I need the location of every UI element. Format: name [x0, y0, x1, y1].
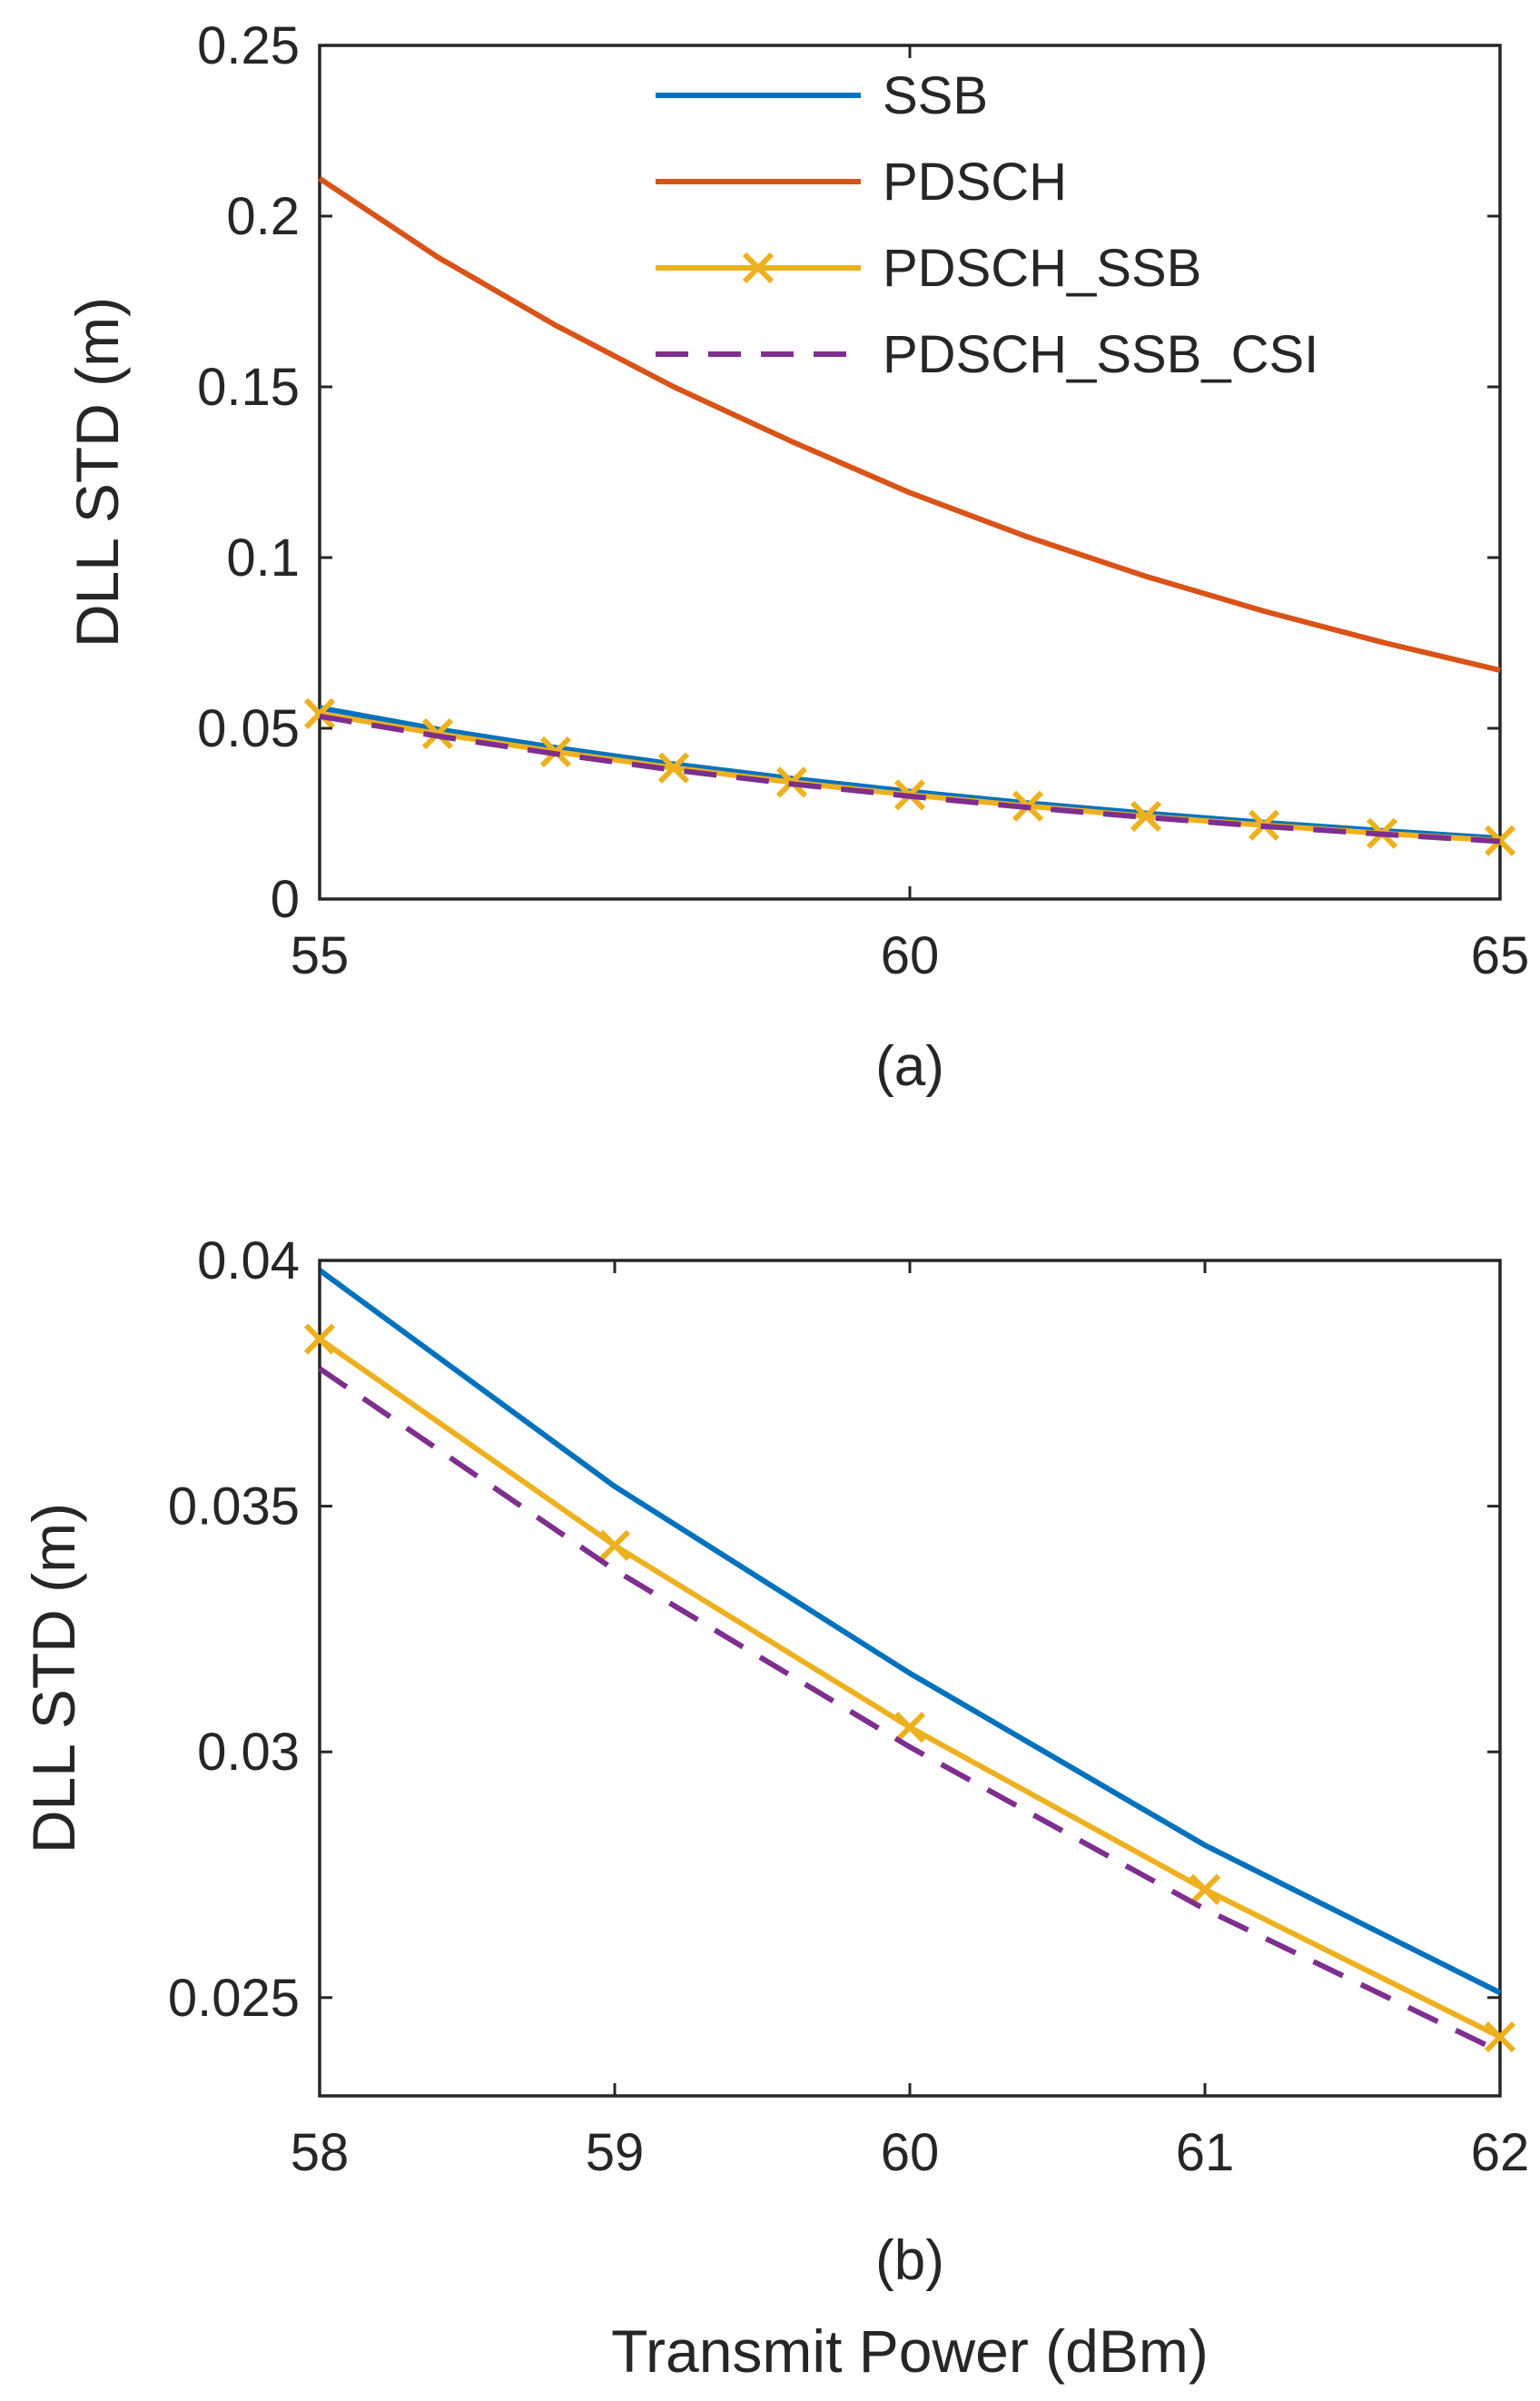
- chart-b-subplot-label: (b): [875, 2229, 944, 2292]
- chart-a-xtick-label: 60: [881, 926, 940, 985]
- legend-pdsch-ssb-label: PDSCH_SSB: [883, 239, 1201, 298]
- chart-a-ytick-label: 0.25: [197, 16, 300, 75]
- chart-a-subplot-label: (a): [875, 1035, 944, 1098]
- chart-a-xtick-label: 65: [1471, 926, 1530, 985]
- chart-a-ytick-label: 0.2: [226, 187, 300, 246]
- chart-b-xtick-label: 58: [291, 2123, 350, 2182]
- chart-a-series-ssb: [319, 705, 1501, 842]
- chart-a-series-pdsch-ssb: [319, 710, 1501, 844]
- chart-b-ticks: 58 59 60 61 62 0.025 0.03 0.035 0.04: [168, 1231, 1529, 2182]
- chart-a-ylabel: DLL STD (m): [64, 297, 131, 647]
- chart-a-series-pdsch-ssb-csi: [319, 713, 1501, 845]
- chart-b-series-pdsch-ssb-csi: [318, 1366, 1502, 2055]
- chart-a-ytick-label: 0.05: [197, 699, 300, 758]
- chart-b-ytick-label: 0.04: [197, 1231, 300, 1290]
- chart-a: 55 60 65 0 0.05 0.1 0.15 0.2 0.25 DLL STD (m) (a…: [64, 16, 1529, 1098]
- chart-b-xtick-label: 61: [1176, 2123, 1235, 2182]
- chart-b-series-ssb: [318, 1268, 1502, 1996]
- chart-b-ytick-label: 0.035: [168, 1477, 300, 1536]
- chart-b-marker-pdsch-ssb: [303, 1323, 336, 1355]
- chart-a-marker-pdsch-ssb: [1130, 800, 1162, 833]
- chart-b-marker-pdsch-ssb: [598, 1529, 631, 1562]
- chart-b-xtick-label: 60: [881, 2123, 940, 2182]
- chart-a-marker-pdsch-ssb: [657, 752, 690, 784]
- chart-b-axes-box: [318, 1259, 1502, 2098]
- chart-a-legend: SSB PDSCH PDSCH_SSB PDSCH_SSB_CSI: [656, 66, 1318, 384]
- legend-pdsch-ssb-marker: [742, 252, 775, 284]
- chart-a-ytick-label: 0.1: [226, 529, 300, 588]
- chart-b-series-pdsch-ssb: [318, 1337, 1502, 2040]
- chart-b-lines: [303, 1268, 1516, 2055]
- legend-pdsch-ssb-csi-label: PDSCH_SSB_CSI: [883, 325, 1318, 384]
- legend-ssb-label: SSB: [883, 66, 988, 125]
- chart-b-marker-pdsch-ssb: [1484, 2021, 1516, 2053]
- chart-b-marker-pdsch-ssb: [893, 1711, 926, 1744]
- chart-b-ytick-label: 0.025: [168, 1969, 300, 2028]
- chart-a-lines: [303, 176, 1516, 856]
- chart-a-series-pdsch: [318, 176, 1501, 674]
- chart-a-ticks: 55 60 65 0 0.05 0.1 0.15 0.2 0.25: [197, 16, 1529, 985]
- legend-pdsch-label: PDSCH: [883, 153, 1067, 212]
- chart-b-xlabel: Transmit Power (dBm): [611, 2317, 1209, 2385]
- chart-a-marker-pdsch-ssb: [303, 697, 336, 729]
- chart-a-ytick-label: 0: [271, 870, 300, 929]
- chart-b-xtick-label: 59: [586, 2123, 645, 2182]
- chart-b-marker-pdsch-ssb: [1189, 1873, 1221, 1905]
- chart-a-xtick-label: 55: [291, 926, 350, 985]
- chart-b-ylabel: DLL STD (m): [20, 1503, 87, 1853]
- chart-b-ytick-label: 0.03: [197, 1723, 300, 1782]
- chart-b-xtick-label: 62: [1471, 2123, 1530, 2182]
- chart-b: 58 59 60 61 62 0.025 0.03 0.035 0.04 DLL STD (m)…: [20, 1231, 1529, 2385]
- chart-a-ytick-label: 0.15: [197, 358, 300, 417]
